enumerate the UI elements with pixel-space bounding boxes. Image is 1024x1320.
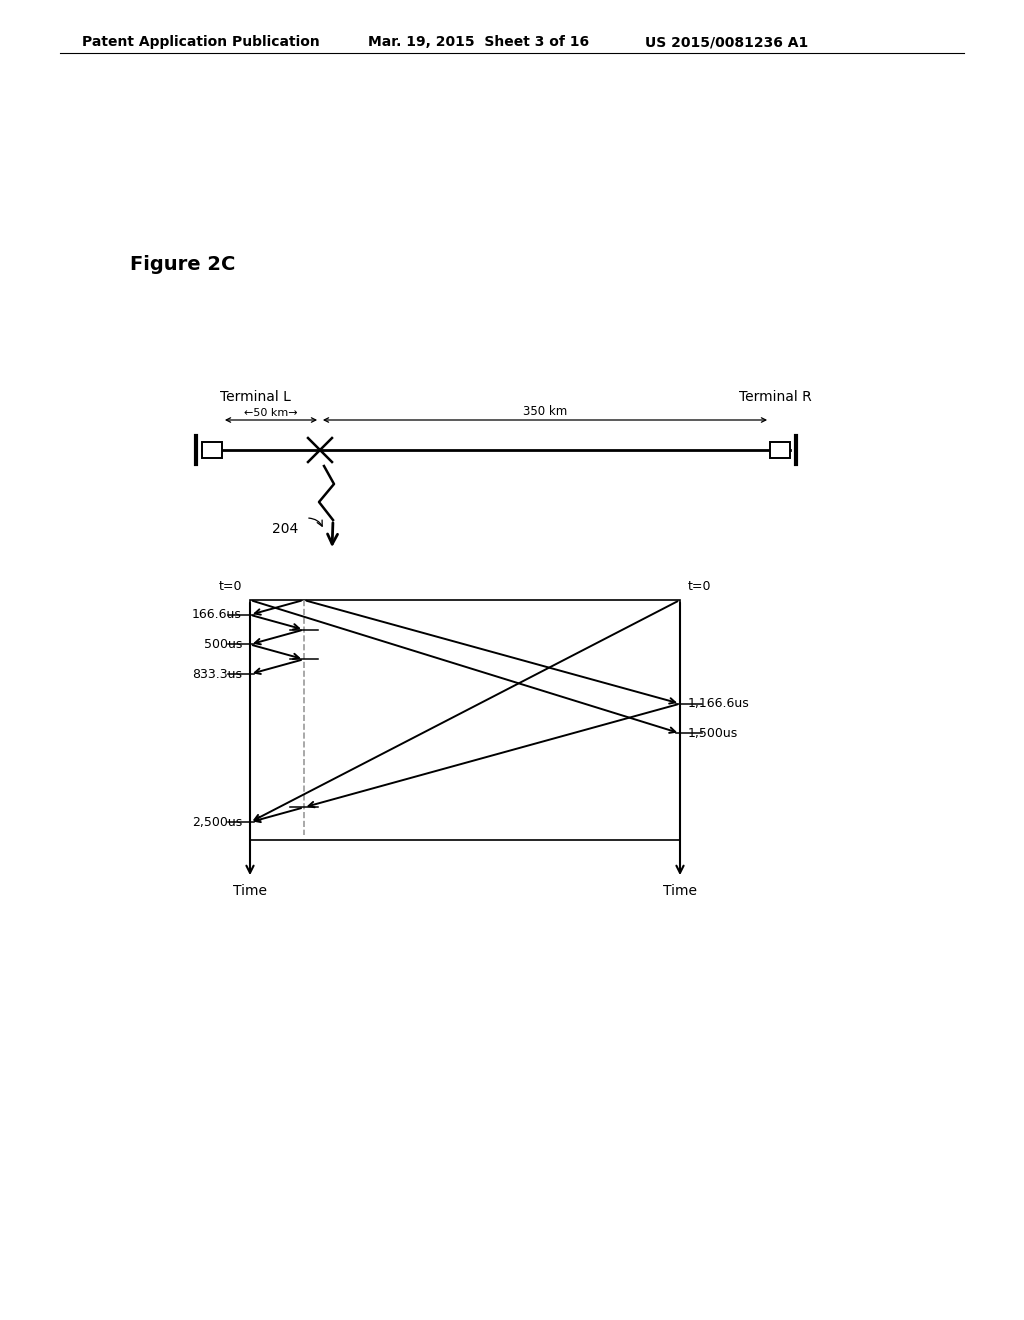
Text: 833.3us: 833.3us [193,668,242,681]
Text: Patent Application Publication: Patent Application Publication [82,36,319,49]
Text: t=0: t=0 [218,579,242,593]
Text: 1,500us: 1,500us [688,727,738,739]
Text: Time: Time [663,884,697,898]
Bar [202,442,222,458]
Text: Terminal L: Terminal L [219,389,291,404]
Text: 166.6us: 166.6us [193,609,242,622]
Text: Terminal R: Terminal R [738,389,811,404]
Text: 1,166.6us: 1,166.6us [688,697,750,710]
Text: US 2015/0081236 A1: US 2015/0081236 A1 [645,36,808,49]
Bar [250,601,680,840]
Text: 204: 204 [272,521,298,536]
Text: 500us: 500us [204,638,242,651]
Text: Figure 2C: Figure 2C [130,255,236,275]
Text: Time: Time [233,884,267,898]
Text: Mar. 19, 2015  Sheet 3 of 16: Mar. 19, 2015 Sheet 3 of 16 [368,36,589,49]
Text: 2,500us: 2,500us [191,816,242,829]
Text: ←50 km→: ←50 km→ [244,408,298,418]
Text: t=0: t=0 [688,579,712,593]
Text: 350 km: 350 km [523,405,567,418]
Bar [770,442,790,458]
